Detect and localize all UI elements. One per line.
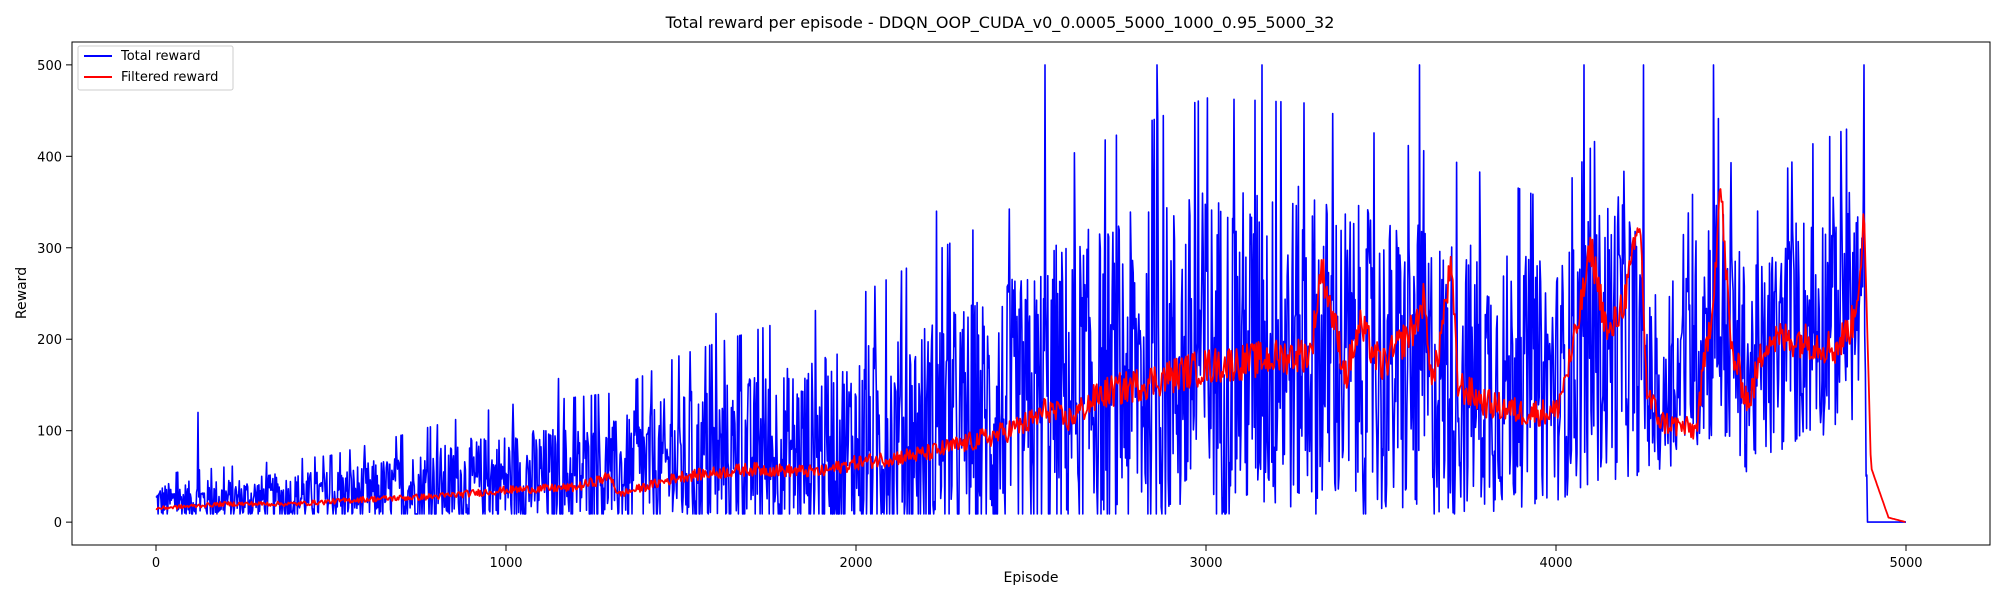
- y-tick-label: 300: [37, 242, 62, 257]
- legend: Total reward Filtered reward: [77, 45, 234, 91]
- x-tick-label: 0: [152, 556, 160, 571]
- y-tick-label: 0: [54, 516, 62, 531]
- y-axis-label: Reward: [14, 267, 30, 319]
- total-reward-line: [155, 64, 1907, 523]
- chart-title: Total reward per episode - DDQN_OOP_CUDA…: [665, 13, 1335, 33]
- y-tick-label: 100: [37, 425, 62, 440]
- y-tick-label: 200: [37, 333, 62, 348]
- x-tick-label: 2000: [839, 556, 872, 571]
- x-tick-label: 1000: [489, 556, 522, 571]
- x-tick-label: 5000: [1889, 556, 1922, 571]
- y-tick-label: 400: [37, 150, 62, 165]
- y-axis-ticks: 0 100 200 300 400 500: [37, 59, 72, 531]
- legend-box: [77, 45, 234, 91]
- filtered-reward-line: [155, 188, 1906, 523]
- y-tick-label: 500: [37, 59, 62, 74]
- x-tick-label: 3000: [1189, 556, 1222, 571]
- x-tick-label: 4000: [1539, 556, 1572, 571]
- x-axis-label: Episode: [1004, 570, 1059, 586]
- x-axis-ticks: 0 1000 2000 3000 4000 5000: [152, 545, 1923, 571]
- plot-area: [71, 41, 1991, 546]
- legend-label-total: Total reward: [120, 49, 201, 64]
- legend-label-filtered: Filtered reward: [121, 70, 218, 85]
